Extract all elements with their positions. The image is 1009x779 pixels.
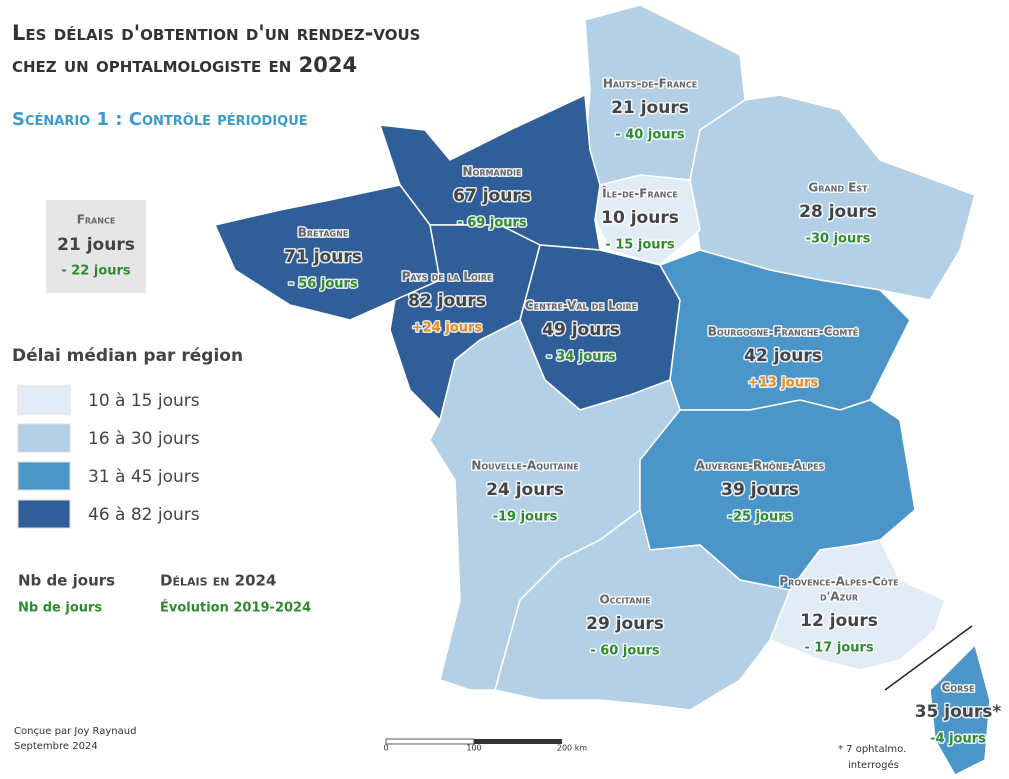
region-change: -30 jours (806, 232, 871, 247)
region-name: Normandie (463, 165, 522, 179)
region-name: Bretagne (298, 226, 349, 240)
region-change: -25 jours (728, 510, 793, 525)
scale-label: 100 (466, 744, 481, 753)
region-shape (769, 539, 946, 671)
region-name: d'Azur (820, 590, 858, 604)
region-days: 28 jours (799, 202, 877, 222)
region-change: - 15 jours (605, 238, 675, 253)
legend-swatch (17, 461, 71, 491)
credit: Septembre 2024 (14, 741, 98, 752)
region-name: Nouvelle-Aquitaine (471, 459, 578, 473)
region-days: 35 jours* (915, 702, 1002, 722)
france-name: France (77, 213, 116, 227)
legend: 10 à 15 jours 16 à 30 jours 31 à 45 jours 4… (17, 385, 200, 529)
map: Hauts-de-France 21 jours - 40 jours Grand E… (213, 4, 1003, 776)
legend-label: 46 à 82 jours (88, 505, 200, 525)
region-shape (594, 174, 701, 266)
region-name: Bourgogne-Franche-Comté (708, 325, 858, 339)
credit: Conçue par Joy Raynaud (14, 726, 136, 737)
france-box (46, 200, 146, 293)
legend-label: 16 à 30 jours (88, 429, 200, 449)
region-days: 71 jours (284, 247, 362, 267)
region-days: 39 jours (721, 480, 799, 500)
key-days: Nb de jours (18, 572, 115, 590)
region-change: - 34 jours (546, 350, 616, 365)
region-days: 67 jours (453, 186, 531, 206)
region-change: -19 jours (493, 510, 558, 525)
region-name: Auvergne-Rhône-Alpes (696, 459, 825, 473)
region-name: Centre-Val de Loire (525, 299, 637, 313)
region-days: 49 jours (542, 320, 620, 340)
region-days: 12 jours (800, 611, 878, 631)
region-change: +13 jours (748, 376, 819, 391)
region-change: - 17 jours (804, 641, 874, 656)
region-days: 10 jours (601, 208, 679, 228)
note: * 7 ophtalmo. (838, 744, 906, 755)
legend-title: Délai médian par région (12, 346, 243, 366)
title-line: chez un ophtalmologiste en 2024 (12, 53, 357, 77)
scale-bar (385, 738, 562, 745)
legend-label: 10 à 15 jours (88, 391, 200, 411)
region-change: +24 jours (412, 321, 483, 336)
region-days: 29 jours (586, 614, 664, 634)
legend-label: 31 à 45 jours (88, 467, 200, 487)
subtitle: Scénario 1 : Contrôle périodique (12, 109, 308, 130)
corse-separator (884, 625, 973, 691)
legend-swatch (17, 423, 71, 453)
title-line: Les délais d'obtention d'un rendez-vous (12, 21, 420, 45)
region-name: Hauts-de-France (603, 77, 697, 91)
note: interrogés (848, 759, 899, 771)
region-shape (494, 508, 792, 711)
france-days: 21 jours (57, 235, 135, 255)
region-name: Grand Est (808, 181, 868, 195)
key-change: Nb de jours (18, 601, 102, 616)
scale-label: 0 (383, 744, 388, 753)
region-days: 42 jours (744, 346, 822, 366)
scale-label: 200 km (557, 744, 587, 753)
key-change-title: Évolution 2019-2024 (160, 600, 311, 616)
region-name: Corse (942, 681, 975, 695)
region-days: 21 jours (611, 98, 689, 118)
france-change: - 22 jours (61, 264, 131, 279)
region-name: Pays de la Loire (402, 270, 493, 284)
legend-swatch (17, 385, 71, 415)
region-change: - 69 jours (457, 216, 527, 231)
region-days: 24 jours (486, 480, 564, 500)
key-days-title: Délais en 2024 (160, 572, 276, 590)
region-change: - 60 jours (590, 644, 660, 659)
region-days: 82 jours (408, 291, 486, 311)
legend-swatch (17, 499, 71, 529)
region-name: Occitanie (599, 593, 650, 607)
region-change: - 56 jours (288, 277, 358, 292)
region-name: Provence-Alpes-Côte (779, 575, 898, 589)
region-shape (929, 643, 991, 776)
region-change: - 40 jours (615, 128, 685, 143)
region-change: -4 jours (930, 732, 986, 747)
region-name: Île-de-France (602, 186, 678, 201)
